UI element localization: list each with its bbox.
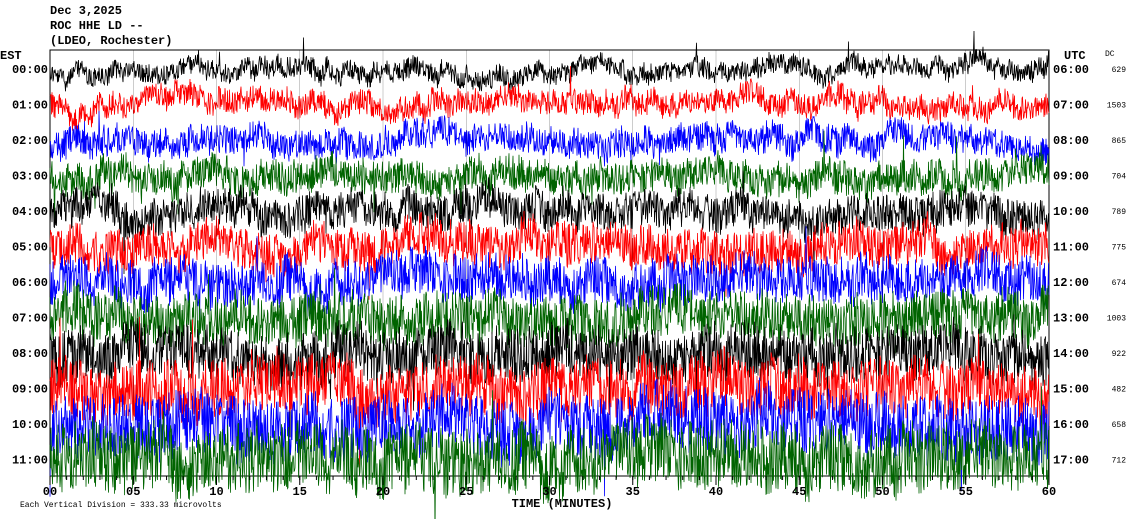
dc-value: 482 [1112,386,1127,395]
x-tick-label: 50 [875,485,889,499]
est-label: 03:00 [12,170,48,184]
x-tick-label: 20 [376,485,390,499]
utc-label: 16:00 [1053,418,1089,432]
x-tick-label: 45 [792,485,806,499]
utc-label: 14:00 [1053,347,1089,361]
dc-value: 775 [1112,244,1127,253]
utc-label: 13:00 [1053,312,1089,326]
est-label: 02:00 [12,134,48,148]
dc-value: 658 [1112,421,1127,430]
dc-value: 704 [1112,173,1127,182]
utc-label: 11:00 [1053,241,1089,255]
utc-label: 08:00 [1053,134,1089,148]
x-tick-label: 40 [709,485,723,499]
x-tick-label: 15 [293,485,307,499]
est-label: 00:00 [12,63,48,77]
x-tick-label: 60 [1042,485,1056,499]
est-label: 01:00 [12,99,48,113]
x-tick-label: 30 [542,485,556,499]
dc-value: 1503 [1107,102,1126,111]
est-label: 06:00 [12,276,48,290]
est-label: 10:00 [12,418,48,432]
x-tick-label: 05 [126,485,140,499]
right-header: UTC [1064,49,1086,63]
x-axis-label: TIME (MINUTES) [512,497,613,511]
x-tick-label: 00 [43,485,57,499]
est-label: 05:00 [12,241,48,255]
utc-label: 17:00 [1053,454,1089,468]
dc-value: 1003 [1107,315,1126,324]
est-label: 08:00 [12,347,48,361]
left-header: EST [0,49,22,63]
est-label: 11:00 [12,454,48,468]
utc-label: 12:00 [1053,276,1089,290]
title-line: (LDEO, Rochester) [50,34,172,48]
est-label: 07:00 [12,312,48,326]
utc-label: 06:00 [1053,63,1089,77]
dc-value: 789 [1112,208,1127,217]
dc-value: 674 [1112,279,1127,288]
x-tick-label: 55 [959,485,973,499]
utc-label: 15:00 [1053,383,1089,397]
dc-header: DC [1105,50,1115,59]
dc-value: 922 [1112,350,1127,359]
x-tick-label: 35 [626,485,640,499]
x-tick-label: 10 [209,485,223,499]
utc-label: 09:00 [1053,170,1089,184]
dc-value: 629 [1112,66,1127,75]
est-label: 04:00 [12,205,48,219]
title-line: ROC HHE LD -- [50,19,144,33]
footnote: Each Vertical Division = 333.33 microvol… [20,501,222,510]
utc-label: 10:00 [1053,205,1089,219]
dc-value: 865 [1112,137,1127,146]
est-label: 09:00 [12,383,48,397]
dc-value: 712 [1112,457,1127,466]
title-line: Dec 3,2025 [50,4,122,18]
x-tick-label: 25 [459,485,473,499]
utc-label: 07:00 [1053,99,1089,113]
